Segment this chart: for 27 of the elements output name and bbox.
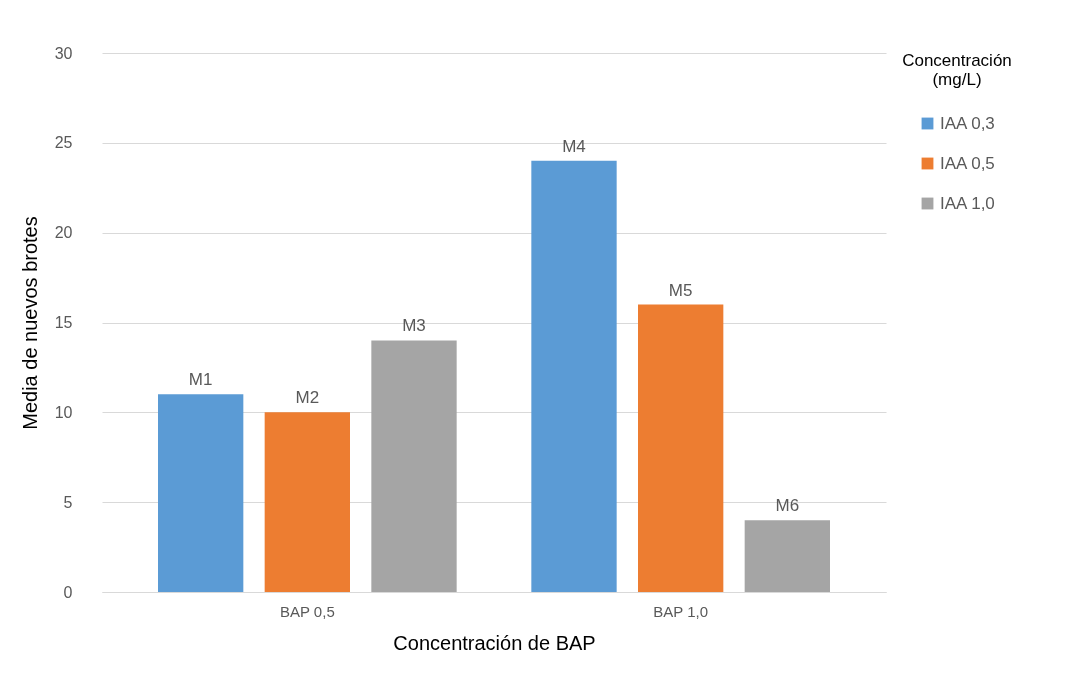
- x-tick-label: BAP 1,0: [653, 602, 709, 620]
- y-tick-label: 20: [54, 224, 73, 242]
- legend-label: IAA 0,5: [940, 153, 995, 173]
- bar: [371, 340, 457, 592]
- data-label: M6: [775, 496, 800, 516]
- bar: [264, 412, 350, 592]
- x-axis-title: Concentración de BAP: [393, 631, 596, 654]
- y-tick-label: 0: [63, 583, 73, 601]
- y-tick-label: 10: [54, 403, 73, 421]
- y-axis-title: Media de nuevos brotes: [18, 216, 41, 430]
- data-label: M1: [188, 370, 213, 390]
- data-label: M3: [402, 316, 426, 336]
- data-label: M5: [668, 280, 693, 300]
- x-tick-label: BAP 0,5: [279, 602, 335, 620]
- data-label: M4: [562, 136, 586, 156]
- y-tick-label: 30: [54, 44, 73, 62]
- bar: [744, 520, 830, 592]
- bar: [158, 394, 244, 592]
- legend-label: IAA 0,3: [940, 113, 995, 133]
- data-label: M2: [295, 388, 320, 408]
- legend-title: Concentración (mg/L): [902, 51, 1012, 89]
- y-tick-label: 25: [54, 134, 73, 152]
- bar: [638, 304, 724, 592]
- bar: [531, 160, 617, 592]
- y-tick-label: 5: [63, 493, 73, 511]
- legend-label: IAA 1,0: [940, 193, 995, 213]
- y-tick-label: 15: [54, 314, 73, 331]
